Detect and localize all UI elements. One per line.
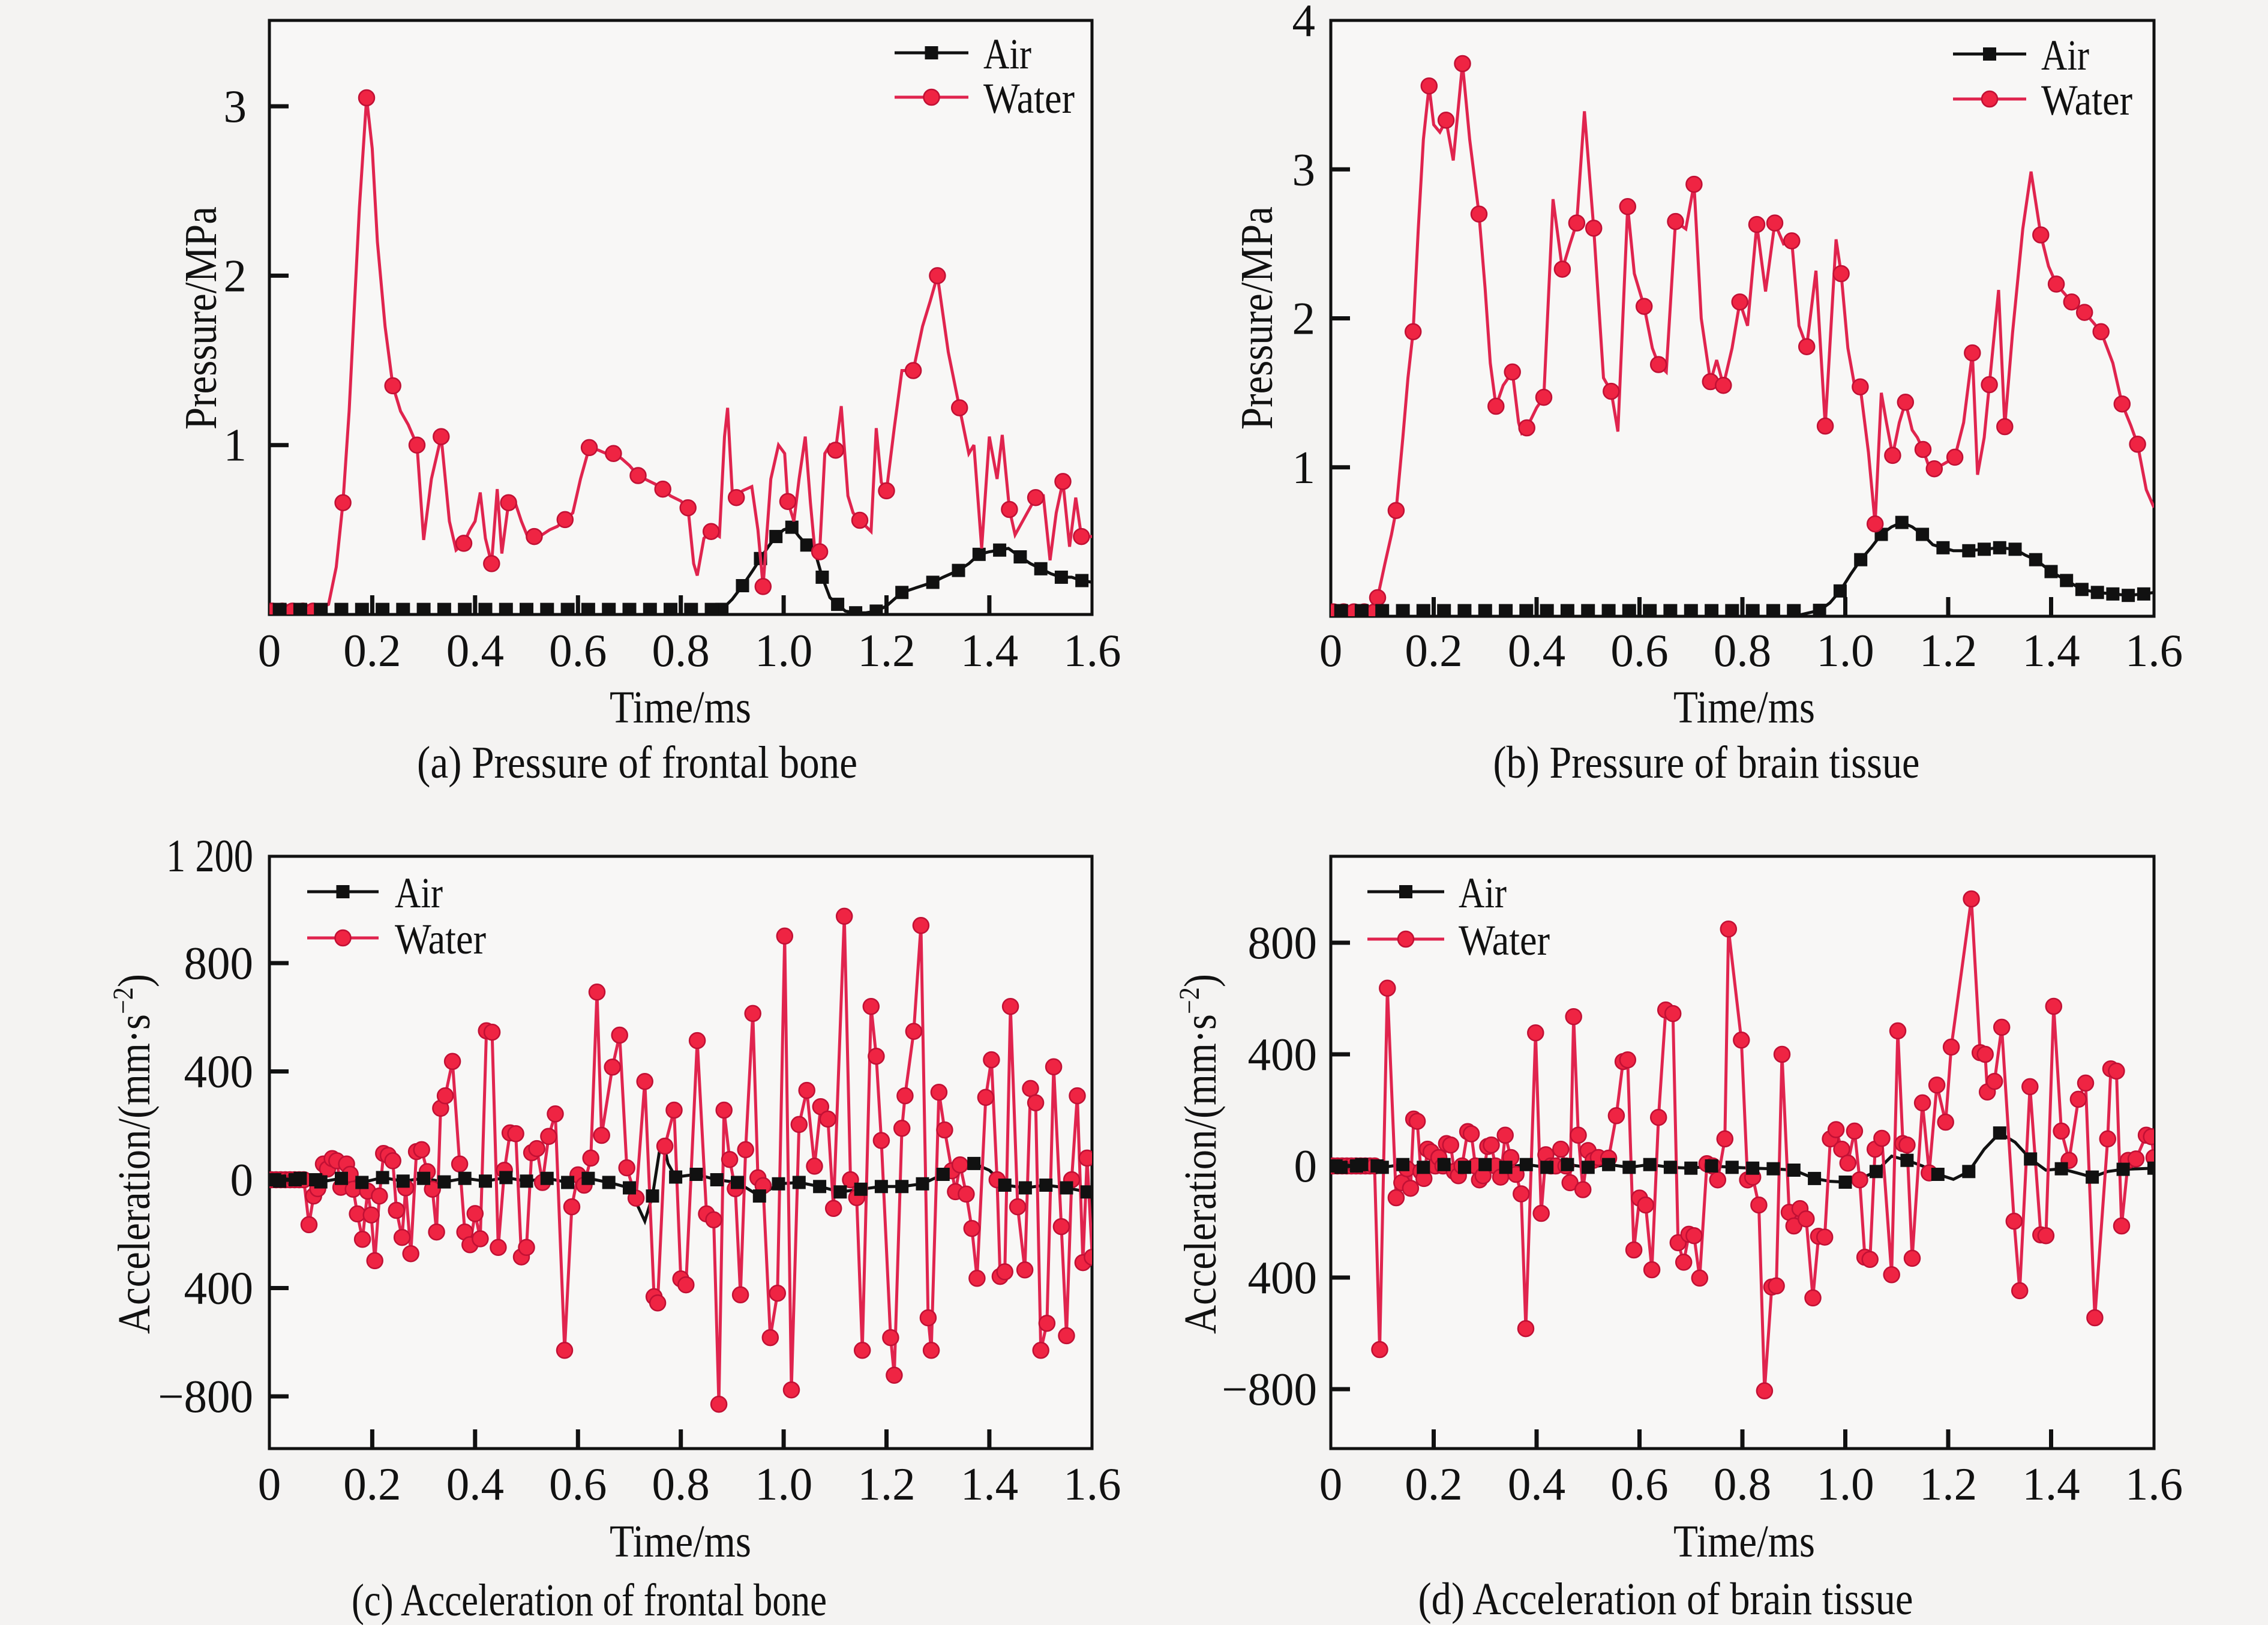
svg-text:1.4: 1.4 — [961, 1458, 1018, 1510]
svg-text:1.0: 1.0 — [1816, 625, 1874, 676]
svg-text:0.2: 0.2 — [1405, 625, 1462, 676]
svg-text:800: 800 — [184, 937, 254, 989]
svg-text:0.4: 0.4 — [446, 1458, 504, 1510]
svg-text:1.2: 1.2 — [857, 625, 915, 676]
svg-text:1.6: 1.6 — [2125, 625, 2183, 676]
svg-text:1.4: 1.4 — [2022, 1458, 2080, 1510]
svg-text:0.8: 0.8 — [1714, 625, 1771, 676]
svg-text:0.6: 0.6 — [1610, 1458, 1668, 1510]
svg-text:0.8: 0.8 — [1714, 1458, 1771, 1510]
svg-text:Time/ms: Time/ms — [610, 682, 751, 733]
svg-text:Air: Air — [983, 30, 1031, 78]
svg-text:0: 0 — [230, 1154, 254, 1206]
svg-text:1.4: 1.4 — [961, 625, 1018, 676]
svg-text:Acceleration/(mm·s−2): Acceleration/(mm·s−2) — [1174, 974, 1226, 1334]
svg-text:Air: Air — [395, 869, 443, 917]
svg-text:1.0: 1.0 — [755, 625, 812, 676]
svg-text:Water: Water — [395, 915, 486, 963]
svg-text:1.2: 1.2 — [1919, 1458, 1977, 1510]
svg-text:0.4: 0.4 — [1508, 1458, 1565, 1510]
svg-text:(c) Acceleration of frontal bo: (c) Acceleration of frontal bone — [352, 1575, 827, 1625]
svg-text:0.8: 0.8 — [652, 625, 710, 676]
svg-text:400: 400 — [1248, 1029, 1318, 1080]
svg-text:(a) Pressure of frontal bone: (a) Pressure of frontal bone — [417, 737, 857, 788]
svg-text:800: 800 — [1248, 917, 1318, 969]
svg-text:Air: Air — [1459, 869, 1507, 917]
svg-text:1 200: 1 200 — [166, 830, 253, 882]
svg-text:1: 1 — [224, 419, 247, 471]
svg-text:0: 0 — [1294, 1140, 1318, 1192]
svg-text:1.2: 1.2 — [857, 1458, 915, 1510]
svg-text:1.4: 1.4 — [2022, 625, 2080, 676]
svg-text:0.4: 0.4 — [1508, 625, 1565, 676]
svg-text:4: 4 — [1292, 0, 1316, 46]
svg-text:1.0: 1.0 — [755, 1458, 812, 1510]
svg-text:1.6: 1.6 — [2125, 1458, 2183, 1510]
svg-text:(d) Acceleration of brain tiss: (d) Acceleration of brain tissue — [1418, 1574, 1913, 1624]
svg-text:1.2: 1.2 — [1919, 625, 1977, 676]
svg-text:Time/ms: Time/ms — [1673, 682, 1815, 733]
svg-text:Air: Air — [2041, 31, 2089, 79]
svg-text:0.2: 0.2 — [1405, 1458, 1462, 1510]
svg-text:400: 400 — [1248, 1252, 1318, 1303]
svg-text:1.6: 1.6 — [1063, 625, 1121, 676]
svg-text:−800: −800 — [158, 1371, 253, 1422]
svg-text:Acceleration/(mm·s−2): Acceleration/(mm·s−2) — [107, 974, 160, 1334]
svg-text:0: 0 — [258, 1458, 281, 1510]
svg-text:3: 3 — [1292, 143, 1316, 195]
svg-text:Pressure/MPa: Pressure/MPa — [176, 206, 226, 430]
svg-text:1.6: 1.6 — [1063, 1458, 1121, 1510]
svg-text:1: 1 — [1292, 442, 1316, 493]
svg-text:400: 400 — [184, 1046, 254, 1098]
svg-text:Water: Water — [1459, 916, 1550, 964]
svg-text:1.0: 1.0 — [1816, 1458, 1874, 1510]
svg-text:0: 0 — [258, 625, 281, 676]
svg-text:Pressure/MPa: Pressure/MPa — [1232, 206, 1282, 430]
svg-text:2: 2 — [1292, 293, 1316, 344]
svg-text:0: 0 — [1319, 625, 1343, 676]
svg-text:Water: Water — [2041, 76, 2132, 124]
svg-text:0.6: 0.6 — [1610, 625, 1668, 676]
svg-text:0.6: 0.6 — [549, 625, 607, 676]
svg-text:−800: −800 — [1222, 1363, 1317, 1415]
svg-text:0: 0 — [1319, 1458, 1343, 1510]
svg-text:2: 2 — [224, 250, 247, 301]
svg-text:0.2: 0.2 — [343, 625, 401, 676]
svg-text:400: 400 — [184, 1263, 254, 1314]
svg-text:0.4: 0.4 — [446, 625, 504, 676]
svg-text:0.8: 0.8 — [652, 1458, 710, 1510]
svg-text:0.2: 0.2 — [343, 1458, 401, 1510]
svg-text:3: 3 — [224, 80, 247, 132]
svg-text:0.6: 0.6 — [549, 1458, 607, 1510]
svg-text:Water: Water — [983, 74, 1075, 122]
svg-text:Time/ms: Time/ms — [1673, 1516, 1815, 1567]
svg-text:(b) Pressure of brain tissue: (b) Pressure of brain tissue — [1493, 737, 1920, 788]
svg-text:Time/ms: Time/ms — [610, 1516, 751, 1567]
